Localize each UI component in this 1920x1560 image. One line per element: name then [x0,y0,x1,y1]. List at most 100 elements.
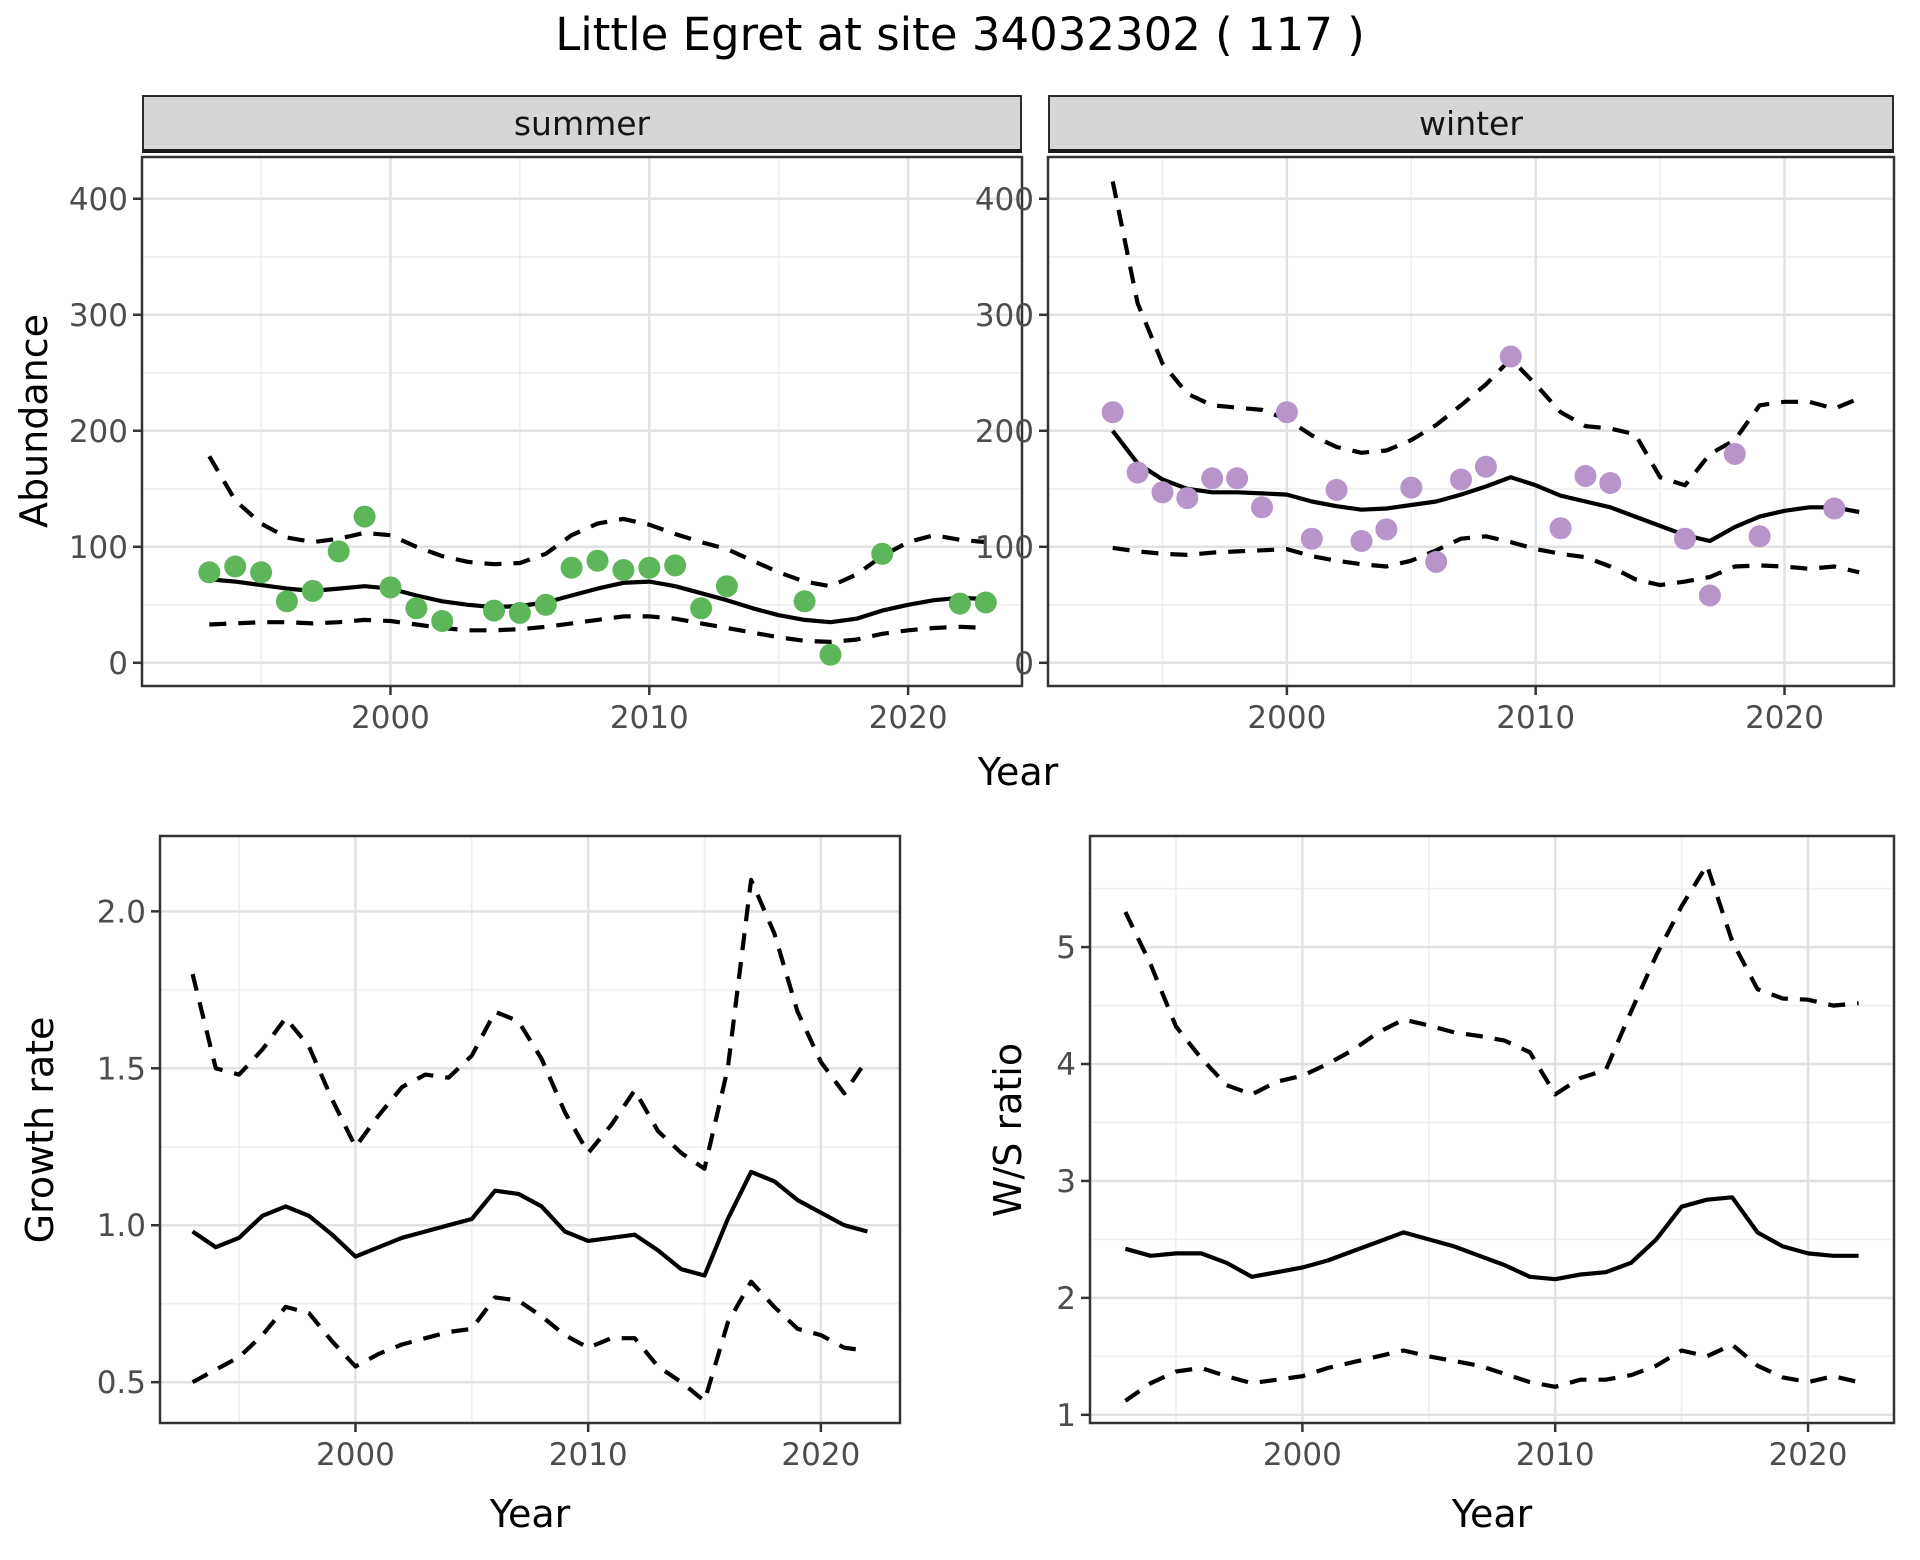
upper_ci-line [1110,180,1861,488]
data-point [301,579,324,602]
gridlines-minor [160,836,900,1423]
y-tick-label: 400 [69,182,128,218]
data-point [508,601,531,624]
lower_ci-line [1124,1342,1860,1403]
x-tick-label: 2020 [781,1437,860,1473]
gridlines-major [160,836,900,1423]
data-point [1226,467,1249,490]
chart-title: Little Egret at site 34032302 ( 117 ) [555,8,1365,61]
x-tick-label: 2010 [1496,700,1575,736]
x-axis-ticks: 2000 2010 2020 [351,686,948,736]
x-tick-label: 2000 [1263,1437,1342,1473]
data-point [819,643,842,666]
y-axis-ticks: 0 100 200 300 400 [69,182,142,682]
data-point [1698,584,1721,607]
y-tick-label: 1.0 [97,1208,146,1244]
data-point [1450,468,1472,491]
y-tick-label: 300 [69,298,128,334]
data-point [690,597,713,620]
data-point [250,561,273,584]
y-tick-label: 2.0 [97,894,146,930]
x-tick-label: 2020 [869,700,948,736]
y-tick-label: 400 [975,182,1034,218]
data-point [327,540,350,563]
data-point [1251,496,1273,519]
y-tick-label: 0 [108,646,128,682]
data-point [275,590,298,613]
facet-strip-winter: winter [1048,95,1894,153]
data-point [379,576,402,599]
panel-border [140,155,1024,688]
x-axis-title-year-top: Year [977,750,1059,794]
observed_counts-points [1101,345,1846,607]
panel-background [1090,836,1894,1423]
x-axis-title-year-growth: Year [489,1492,571,1536]
gridlines-major [142,157,1022,686]
data-point [534,593,557,616]
panel-border [158,834,902,1425]
data-point [1201,467,1224,490]
y-tick-label: 1.5 [97,1051,146,1087]
y-axis-ticks: 0.5 1.0 1.5 2.0 [97,894,160,1401]
x-axis-title-year-ws: Year [1451,1492,1533,1536]
data-point [1375,518,1398,541]
data-point [1499,345,1522,368]
y-tick-label: 2 [1056,1281,1076,1317]
data-point [1474,455,1497,478]
data-point [198,561,221,584]
panel-ws_ratio: 2000 2010 2020 1 2 3 4 5 [1056,834,1896,1473]
data-point [1275,401,1298,424]
y-tick-label: 1 [1056,1398,1076,1434]
y-tick-label: 5 [1056,930,1076,966]
y-tick-label: 0 [1014,646,1034,682]
x-tick-label: 2020 [1769,1437,1848,1473]
y-tick-label: 0.5 [97,1365,146,1401]
data-point [1599,472,1622,494]
facet-strip-summer-label: summer [513,103,651,143]
data-point [431,610,454,632]
facet-strip-summer: summer [142,95,1022,153]
facet-strip-winter-label: winter [1419,103,1523,143]
panel-growth_rate: 2000 2010 2020 0.5 1.0 1.5 2.0 [97,834,902,1473]
y-tick-label: 4 [1056,1047,1076,1083]
data-point [1176,487,1199,510]
x-tick-label: 2000 [351,700,430,736]
data-point [224,555,247,578]
panel-background [1048,157,1894,686]
data-point [871,542,894,565]
fit-line [1124,1195,1859,1282]
data-point [1101,401,1124,424]
data-point [1574,465,1597,487]
data-point [1674,527,1696,550]
panel-border [1046,155,1896,688]
panel-abundance_winter: 2000 2010 2020 0 100 200 300 400 [975,155,1896,736]
y-tick-label: 100 [69,530,128,566]
x-tick-label: 2010 [1516,1437,1595,1473]
x-tick-label: 2000 [1247,700,1326,736]
y-tick-label: 200 [69,414,128,450]
lower_ci-line [209,614,986,644]
panel-background [142,157,1022,686]
data-point [1300,527,1323,550]
gridlines-major [1090,836,1894,1423]
y-axis-ticks: 0 100 200 300 400 [975,182,1048,682]
data-point [664,554,687,577]
data-point [1325,478,1348,501]
data-point [1823,497,1846,520]
data-point [793,590,816,613]
data-point [1126,461,1149,484]
fit-line [191,1169,868,1278]
data-point [948,592,971,615]
y-tick-label: 3 [1056,1164,1076,1200]
data-point [1400,476,1423,499]
x-tick-label: 2010 [610,700,689,736]
y-tick-label: 100 [975,530,1034,566]
y-axis-title-abundance: Abundance [12,313,56,529]
y-tick-label: 300 [975,298,1034,334]
data-point [405,597,428,620]
data-point [612,559,635,581]
upper_ci-line [190,877,870,1171]
x-tick-label: 2010 [549,1437,628,1473]
